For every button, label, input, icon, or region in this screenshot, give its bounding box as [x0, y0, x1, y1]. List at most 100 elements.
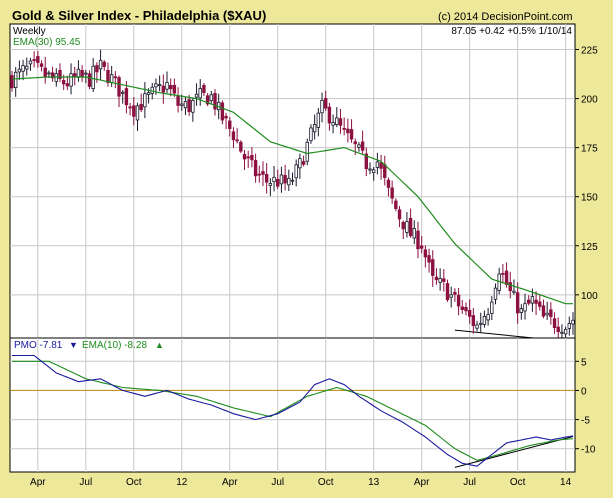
candle-body — [235, 139, 239, 142]
candle-body — [563, 329, 568, 335]
candle-body — [128, 106, 132, 109]
price-y-tick-label: 150 — [581, 193, 598, 204]
pmo-grid — [10, 338, 575, 472]
candle-body — [504, 270, 509, 285]
candle-body — [312, 124, 317, 133]
candle-body — [13, 71, 18, 88]
price-grid — [10, 24, 575, 338]
candle-body — [360, 141, 365, 151]
candle-body — [32, 59, 36, 61]
candle-body — [353, 141, 357, 145]
candle-body — [338, 118, 343, 126]
candle-body — [419, 245, 424, 249]
candle-body — [386, 179, 391, 188]
candle-body — [405, 221, 409, 233]
pmo-legend-label: PMO -7.81 — [14, 340, 63, 351]
candle-body — [154, 83, 158, 88]
candle-body — [397, 209, 402, 220]
pmo-trendline — [454, 435, 574, 468]
candle-body — [379, 162, 383, 169]
candle-body — [132, 105, 136, 117]
price-y-tick-label: 175 — [581, 144, 598, 155]
candle-body — [449, 294, 453, 298]
candle-body — [342, 128, 346, 130]
candle-body — [431, 259, 435, 276]
pmo-ema-legend-label: EMA(10) -8.28 — [82, 340, 147, 351]
candle-body — [309, 127, 313, 142]
candle-body — [412, 228, 416, 239]
candle-body — [279, 174, 284, 185]
candle-body — [541, 305, 546, 317]
candle-body — [349, 129, 354, 140]
candle-body — [180, 103, 184, 106]
candle-body — [530, 296, 535, 304]
candle-body — [383, 164, 387, 178]
candle-body — [327, 106, 332, 124]
x-tick-label: Apr — [30, 477, 46, 488]
candle-body — [490, 301, 494, 315]
candle-body — [139, 103, 143, 111]
candle-body — [475, 324, 479, 329]
candle-body — [324, 98, 328, 109]
pmo-y-tick-label: -10 — [581, 445, 596, 456]
candle-body — [305, 141, 309, 162]
candle-body — [117, 77, 121, 97]
candle-body — [567, 323, 572, 329]
candle-body — [261, 171, 265, 175]
pmo-line — [12, 354, 574, 467]
candle-body — [456, 294, 461, 307]
candle-body — [109, 74, 114, 83]
candle-body — [368, 168, 372, 171]
pmo-legend-down-arrow: ▼ — [69, 340, 78, 350]
candle-body — [231, 131, 236, 141]
candle-body — [390, 187, 394, 199]
candle-body — [364, 153, 369, 170]
candle-body — [394, 200, 398, 209]
candle-body — [194, 93, 199, 98]
candle-body — [290, 179, 295, 182]
candle-body — [442, 278, 446, 282]
candle-body — [560, 331, 564, 334]
candle-body — [246, 156, 250, 159]
candle-body — [84, 72, 88, 75]
candle-body — [146, 92, 151, 95]
candle-body — [58, 69, 62, 80]
candle-body — [43, 67, 47, 77]
candle-body — [438, 278, 442, 283]
pmo-ema-legend-up-arrow: ▲ — [155, 340, 164, 350]
x-tick-label: Apr — [222, 477, 238, 488]
candle-body — [113, 76, 118, 79]
candle-body — [172, 84, 177, 94]
candle-body — [220, 102, 225, 121]
candle-body — [143, 93, 147, 108]
candle-body — [276, 178, 280, 187]
candle-body — [87, 73, 92, 87]
candle-body — [357, 144, 361, 148]
candle-body — [471, 315, 476, 326]
candle-body — [242, 153, 247, 160]
candle-body — [264, 174, 269, 183]
candle-body — [191, 99, 195, 113]
candle-body — [124, 88, 129, 106]
candle-body — [493, 287, 498, 300]
candle-body — [91, 65, 95, 90]
x-tick-label: Jul — [79, 477, 92, 488]
candle-body — [527, 299, 531, 304]
candle-body — [25, 65, 29, 70]
candle-body — [549, 309, 553, 318]
candle-body — [523, 303, 527, 312]
candle-body — [556, 326, 560, 333]
candle-body — [98, 59, 103, 70]
candle-body — [501, 273, 505, 275]
candle-body — [552, 318, 557, 329]
candle-body — [416, 230, 420, 250]
x-tick-label: Apr — [414, 477, 430, 488]
candle-body — [209, 94, 214, 101]
candle-body — [335, 117, 339, 126]
candle-body — [464, 307, 468, 312]
pmo-y-tick-label: 5 — [581, 357, 587, 368]
candle-body — [239, 141, 243, 152]
candle-body — [401, 222, 405, 230]
candle-body — [80, 69, 84, 77]
